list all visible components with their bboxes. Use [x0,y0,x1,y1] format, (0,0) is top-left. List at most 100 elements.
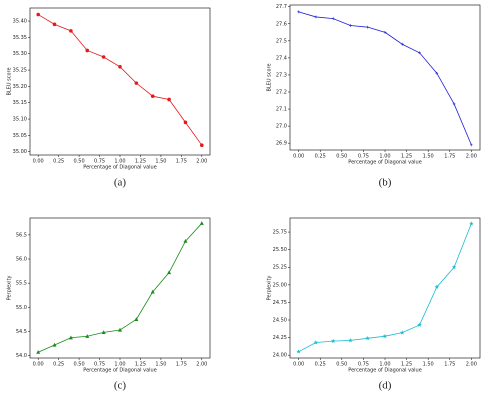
marker [349,24,352,27]
x-tick-label: 1.50 [423,154,434,160]
marker [199,221,204,225]
marker [434,284,440,289]
y-tick-label: 26.9 [276,141,287,147]
y-tick-label: 27.2 [276,90,287,96]
x-tick-label: 1.75 [176,362,187,368]
x-tick-label: 1.75 [176,159,187,165]
marker [68,335,73,340]
y-tick-label: 27.3 [276,72,287,78]
y-tick-label: 56.5 [16,232,27,238]
x-tick-label: 1.00 [379,362,390,368]
marker [383,30,387,34]
data-line [38,223,203,353]
y-axis-label: BLEU score [267,63,273,91]
x-axis-label: Percentage of Diagonal value [348,368,422,374]
x-tick-label: 0.00 [33,159,44,165]
y-tick-label: 24.00 [273,353,287,359]
marker [101,55,106,59]
marker [150,289,155,294]
y-tick-label: 27.0 [276,124,287,130]
plot-frame [29,217,211,359]
subplot: 0.00 0.25 0.50 0.75 1.00 1.25 1.50 1.75 2.00 54.0… [7,217,211,392]
marker [134,81,139,85]
marker [69,29,73,33]
marker [297,10,301,14]
x-tick-label: 1.00 [379,154,390,160]
marker [296,349,301,354]
marker [348,338,353,343]
y-tick-label: 54.0 [16,353,27,359]
plot-frame [29,7,211,156]
x-tick-label: 1.75 [444,154,455,160]
marker [52,22,57,27]
x-tick-label: 0.75 [358,362,369,368]
x-tick-label: 0.50 [336,154,347,160]
marker [134,317,139,321]
marker [399,330,405,335]
marker [167,270,172,275]
y-tick-label: 35.40 [13,19,27,25]
marker [435,71,439,75]
x-tick-label: 0.25 [315,362,326,368]
plot-frame [289,4,481,151]
y-tick-label: 35.10 [13,117,27,123]
subplot: 0.00 0.25 0.50 0.75 1.00 1.25 1.50 1.75 2.00 26.9… [267,4,481,189]
x-axis-label: Percentage of Diagonal value [348,160,422,166]
y-tick-label: 56.0 [16,257,27,263]
marker [451,264,457,270]
y-tick-label: 27.7 [276,4,287,10]
x-tick-label: 1.25 [401,154,412,160]
y-tick-label: 35.00 [13,149,27,155]
y-tick-label: 27.5 [276,38,287,44]
caption: (c) [114,380,127,392]
marker [366,25,370,29]
x-tick-label: 1.25 [401,362,412,368]
x-tick-label: 0.75 [94,362,105,368]
marker [183,238,188,243]
caption: (a) [114,177,127,189]
marker [469,143,473,147]
x-tick-label: 2.00 [196,159,207,165]
marker [118,327,122,332]
x-tick-label: 0.25 [53,159,64,165]
data-line [37,14,203,146]
marker [330,338,336,344]
y-tick-label: 25.00 [273,282,287,288]
marker [36,12,40,17]
x-tick-label: 1.75 [444,362,455,368]
marker [417,322,422,327]
y-tick-label: 27.1 [276,107,287,113]
x-tick-label: 1.50 [423,362,434,368]
x-tick-label: 0.50 [336,362,347,368]
y-tick-label: 35.30 [13,51,27,57]
marker [400,42,404,46]
y-axis-label: Perplexity [7,276,13,301]
x-tick-label: 1.00 [114,362,125,368]
marker [118,65,122,69]
marker [36,350,41,354]
caption: (b) [379,177,392,189]
x-tick-label: 1.25 [135,159,146,165]
y-tick-label: 55.0 [16,305,27,311]
y-tick-label: 35.20 [13,84,27,90]
y-tick-label: 24.25 [273,335,287,341]
y-tick-label: 54.5 [16,329,27,335]
marker [452,102,456,106]
data-line [298,223,472,353]
x-tick-label: 1.00 [114,159,125,165]
x-tick-label: 0.75 [358,154,369,160]
x-tick-label: 2.00 [196,362,207,368]
x-tick-label: 0.25 [53,362,64,368]
y-tick-label: 25.25 [273,265,287,271]
marker [313,340,319,345]
y-tick-label: 25.50 [273,247,287,253]
y-tick-label: 35.15 [13,100,27,106]
marker [314,15,318,19]
marker [365,335,371,341]
x-tick-label: 0.75 [94,159,105,165]
marker [52,342,57,347]
y-axis-label: BLEU score [7,67,13,95]
marker [469,221,474,226]
x-tick-label: 0.00 [293,362,304,368]
